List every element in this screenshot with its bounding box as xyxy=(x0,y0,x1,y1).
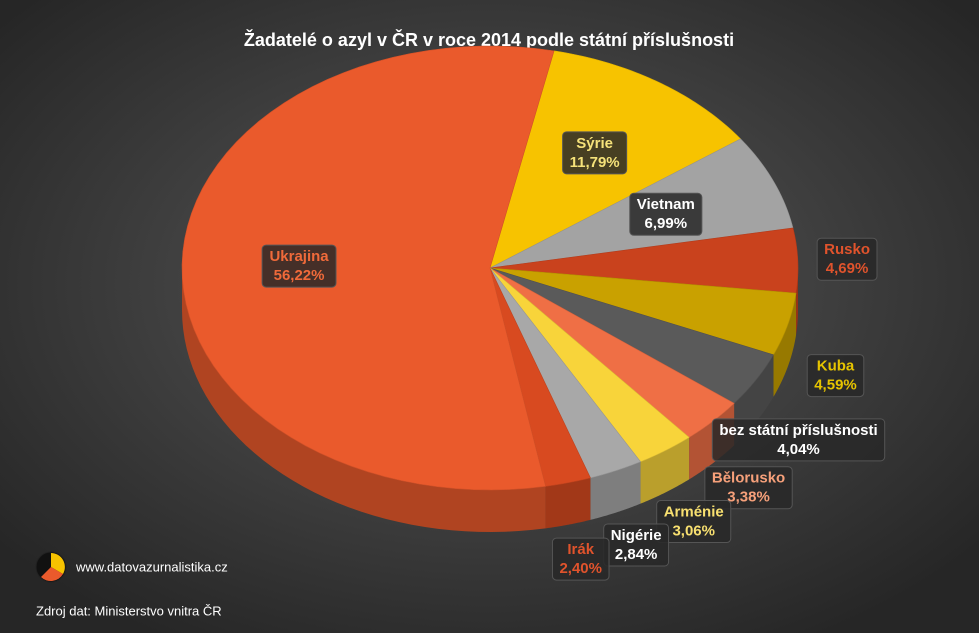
label-box xyxy=(656,500,732,544)
label-value: 3,06% xyxy=(672,523,715,540)
label-value: 4,69% xyxy=(826,260,869,277)
label-box xyxy=(562,131,628,175)
label-value: 2,84% xyxy=(615,546,658,563)
slice xyxy=(181,45,555,491)
slice xyxy=(489,267,797,356)
label-box xyxy=(261,244,337,288)
label-category: Arménie xyxy=(664,504,724,521)
label-category: Vietnam xyxy=(637,196,695,213)
label-box xyxy=(806,354,865,398)
label-value: 56,22% xyxy=(274,267,325,284)
data-label: Vietnam 6,99% xyxy=(629,192,703,236)
slice-side xyxy=(796,268,798,336)
slice xyxy=(489,227,799,294)
slice-side xyxy=(182,268,546,532)
label-value: 6,99% xyxy=(645,215,688,232)
pie xyxy=(181,45,799,532)
label-box xyxy=(551,537,610,581)
label-category: bez státní příslušnosti xyxy=(719,422,877,439)
slice xyxy=(489,267,591,487)
data-label: Kuba 4,59% xyxy=(806,354,865,398)
label-category: Sýrie xyxy=(576,135,613,152)
label-value: 4,04% xyxy=(777,441,820,458)
label-category: Rusko xyxy=(824,241,870,258)
data-label: Bělorusko 3,38% xyxy=(704,466,793,510)
label-category: Irák xyxy=(567,541,594,558)
chart-title: Žadatelé o azyl v ČR v roce 2014 podle s… xyxy=(244,29,734,50)
label-box xyxy=(816,237,878,281)
labels: Sýrie 11,79% Vietnam 6,99% Rusko 4,69% Kuba 4,5… xyxy=(261,131,886,581)
slice-side xyxy=(545,477,591,529)
label-value: 3,38% xyxy=(727,489,770,506)
label-box xyxy=(704,466,793,510)
slice xyxy=(489,267,690,463)
data-label: Nigérie 2,84% xyxy=(603,523,670,567)
slice xyxy=(489,267,642,479)
label-box xyxy=(711,418,886,462)
data-label: bez státní příslušnosti 4,04% xyxy=(711,418,886,462)
slice-side xyxy=(773,293,797,397)
label-box xyxy=(629,192,703,236)
data-label: Arménie 3,06% xyxy=(656,500,732,544)
slice-side xyxy=(640,437,690,504)
data-label: Irák 2,40% xyxy=(551,537,610,581)
label-category: Nigérie xyxy=(611,527,662,544)
logo xyxy=(35,551,67,583)
label-value: 4,59% xyxy=(814,377,857,394)
data-label: Rusko 4,69% xyxy=(816,237,878,281)
slice xyxy=(489,267,774,404)
label-category: Ukrajina xyxy=(269,248,329,265)
data-label: Ukrajina 56,22% xyxy=(261,244,337,288)
source: Zdroj dat: Ministerstvo vnitra ČR xyxy=(36,603,222,618)
website: www.datovazurnalistika.cz xyxy=(75,559,228,574)
label-value: 11,79% xyxy=(570,154,620,171)
slice-side xyxy=(590,461,641,520)
label-category: Bělorusko xyxy=(712,470,785,487)
data-label: Sýrie 11,79% xyxy=(562,131,628,175)
label-value: 2,40% xyxy=(559,560,602,577)
label-category: Kuba xyxy=(817,358,855,375)
